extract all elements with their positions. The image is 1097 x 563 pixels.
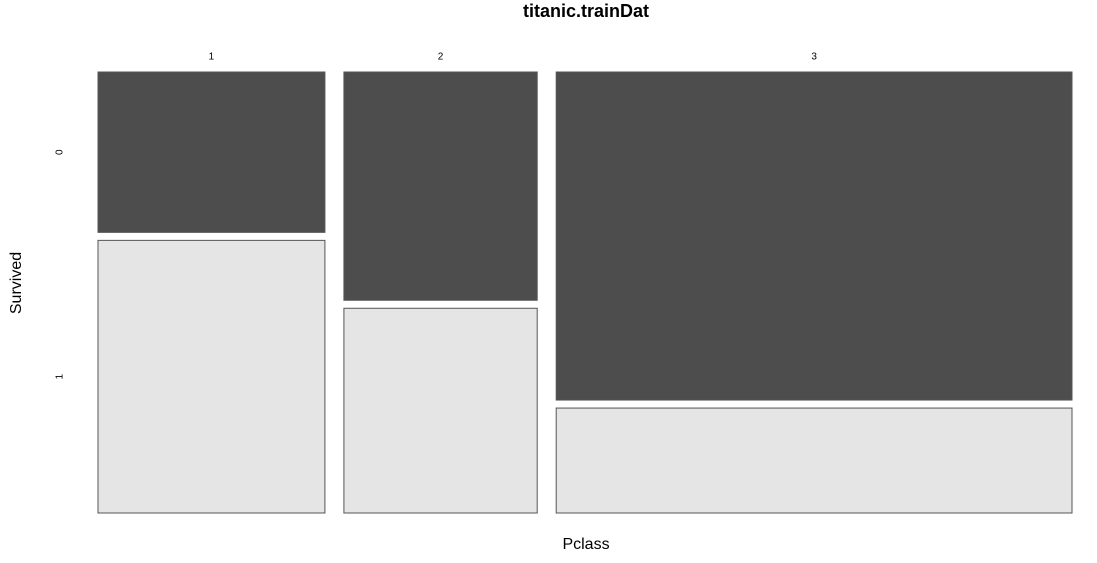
chart-title: titanic.trainDat bbox=[523, 1, 649, 21]
mosaic-tile bbox=[555, 407, 1073, 514]
mosaic-tile bbox=[343, 71, 538, 301]
mosaic-tile bbox=[343, 307, 538, 514]
x-tick-label: 3 bbox=[811, 52, 817, 63]
mosaic-tile bbox=[97, 71, 326, 233]
x-tick-label: 2 bbox=[438, 52, 444, 63]
x-axis-label: Pclass bbox=[562, 536, 609, 553]
y-tick-label: 0 bbox=[55, 149, 66, 155]
y-axis-label: Survived bbox=[8, 252, 25, 314]
mosaic-tile bbox=[555, 71, 1073, 401]
mosaic-tile bbox=[97, 239, 326, 514]
y-tick-label: 1 bbox=[55, 373, 66, 379]
x-tick-label: 1 bbox=[209, 52, 215, 63]
